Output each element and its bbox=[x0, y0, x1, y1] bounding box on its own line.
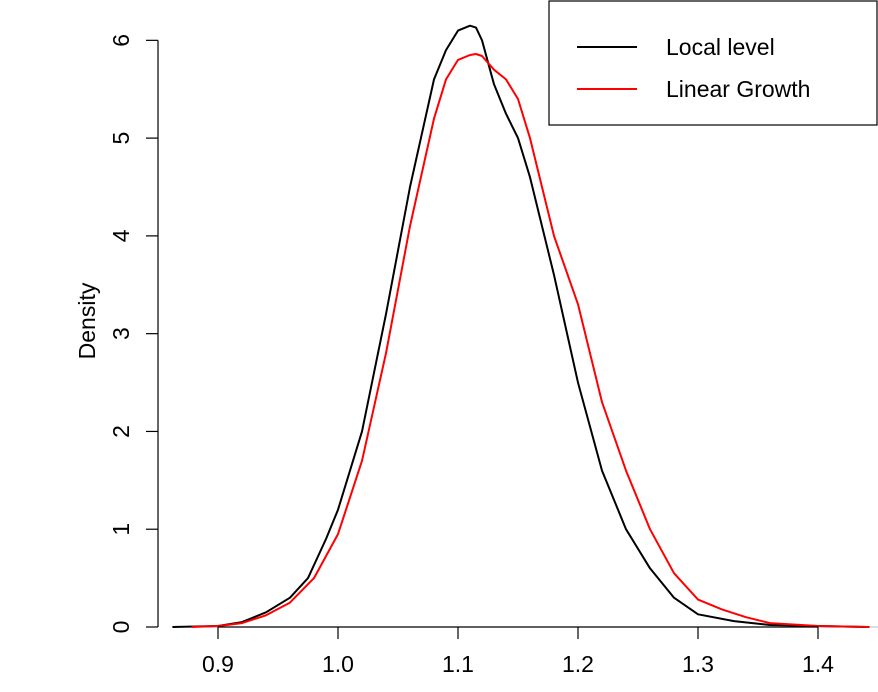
series-line-linear-growth bbox=[191, 53, 870, 628]
x-tick-label: 1.3 bbox=[682, 651, 714, 677]
x-tick-label: 1.0 bbox=[322, 651, 354, 677]
y-tick-label: 2 bbox=[108, 425, 134, 438]
x-tick-label: 1.4 bbox=[802, 651, 834, 677]
y-tick-label: 1 bbox=[108, 523, 134, 536]
legend: Local level Linear Growth bbox=[548, 0, 878, 126]
legend-label: Linear Growth bbox=[666, 76, 810, 102]
legend-box bbox=[548, 0, 878, 126]
x-tick-label: 1.2 bbox=[562, 651, 594, 677]
x-tick-label: 0.9 bbox=[202, 651, 234, 677]
y-axis-label: Density bbox=[74, 282, 100, 359]
y-tick-label: 6 bbox=[108, 34, 134, 47]
y-tick-label: 4 bbox=[108, 229, 134, 242]
y-tick-label: 0 bbox=[108, 621, 134, 634]
y-tick-label: 5 bbox=[108, 132, 134, 145]
legend-label: Local level bbox=[666, 34, 775, 60]
y-tick-label: 3 bbox=[108, 327, 134, 340]
axes-layer: 0.9 1.0 1.1 1.2 1.3 1.4 0 1 2 3 4 5 6 bbox=[108, 34, 834, 677]
x-tick-label: 1.1 bbox=[442, 651, 474, 677]
series-layer bbox=[172, 24, 870, 628]
series-line-local-level bbox=[172, 24, 867, 628]
